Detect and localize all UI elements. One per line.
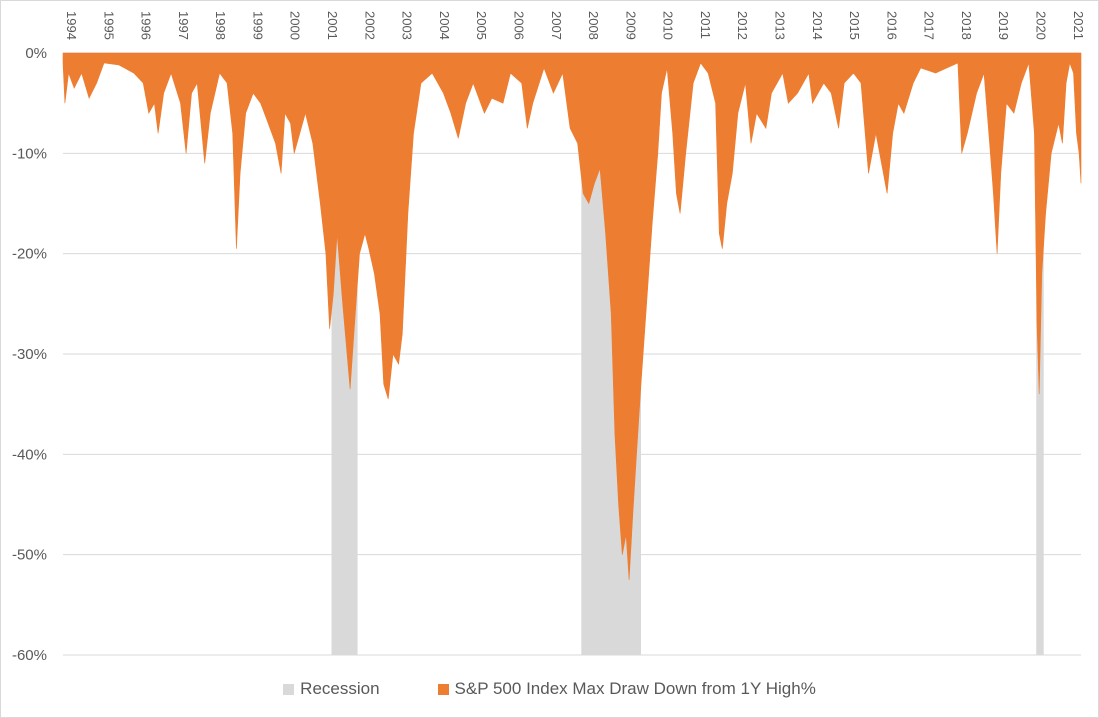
y-tick-label-2: -20% [12,246,47,263]
x-tick-label-10: 2004 [437,11,452,40]
x-tick-label-15: 2009 [623,11,638,40]
legend-label-recession: Recession [300,679,380,698]
x-tick-label-13: 2007 [549,11,564,40]
y-tick-label-3: -30% [12,346,47,363]
x-tick-label-3: 1997 [176,11,191,40]
x-tick-label-24: 2018 [959,11,974,40]
x-tick-label-1: 1995 [101,11,116,40]
x-tick-label-22: 2016 [884,11,899,40]
legend-swatch-recession [283,683,295,695]
drawdown-area-layer [62,52,1082,580]
legend-item-recession: Recession [283,679,380,699]
legend-item-drawdown: S&P 500 Index Max Draw Down from 1Y High… [437,679,816,699]
x-tick-label-0: 1994 [64,11,79,40]
x-tick-label-2: 1996 [139,11,154,40]
x-tick-label-12: 2006 [511,11,526,40]
y-tick-label-0: 0% [25,45,47,62]
x-tick-label-4: 1998 [213,11,228,40]
x-tick-label-20: 2014 [810,11,825,40]
y-tick-label-6: -60% [12,647,47,664]
legend-swatch-drawdown [437,683,449,695]
x-tick-label-14: 2008 [586,11,601,40]
x-tick-label-25: 2019 [996,11,1011,40]
y-tick-label-5: -50% [12,547,47,564]
legend-label-drawdown: S&P 500 Index Max Draw Down from 1Y High… [454,679,816,698]
x-tick-label-9: 2003 [400,11,415,40]
x-tick-label-21: 2015 [847,11,862,40]
x-tick-label-18: 2012 [735,11,750,40]
x-tick-label-7: 2001 [325,11,340,40]
x-axis-tick-labels: 1994 1995 1996 1997 1998 1999 2000 2001 2002 2003… [64,11,1086,40]
legend: Recession S&P 500 Index Max Draw Down fr… [1,679,1098,699]
y-tick-label-1: -10% [12,145,47,162]
x-tick-label-17: 2011 [698,11,713,39]
drawdown-area [62,52,1082,580]
x-tick-label-27: 2021 [1071,11,1086,40]
x-tick-label-16: 2010 [661,11,676,40]
gridlines [63,52,1081,656]
x-tick-label-8: 2002 [362,11,377,40]
x-tick-label-11: 2005 [474,11,489,40]
x-tick-label-19: 2013 [772,11,787,40]
y-tick-label-4: -40% [12,446,47,463]
y-axis-tick-labels: 0% -10% -20% -30% -40% -50% -60% [12,45,47,664]
x-tick-label-5: 1999 [250,11,265,40]
x-tick-label-6: 2000 [288,11,303,40]
x-tick-label-26: 2020 [1034,11,1049,40]
x-tick-label-23: 2017 [922,11,937,40]
